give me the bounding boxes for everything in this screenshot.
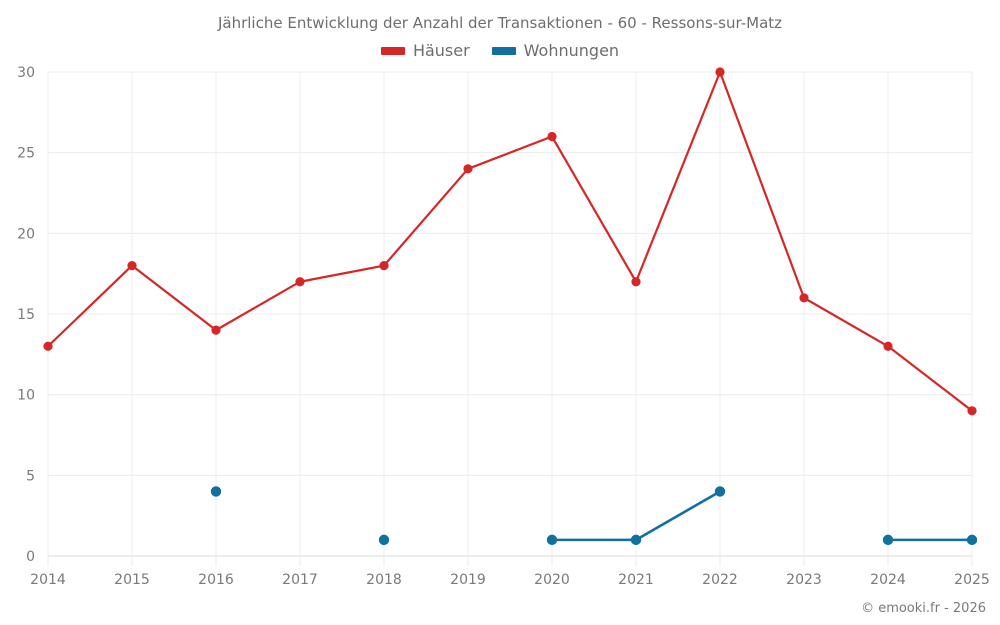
x-axis-tick-label: 2017 [282, 572, 318, 588]
data-point-huser[interactable] [127, 261, 137, 271]
legend-label-wohnungen: Wohnungen [523, 41, 620, 60]
data-point-huser[interactable] [547, 131, 557, 142]
data-point-huser[interactable] [379, 261, 389, 271]
legend-item-hauser[interactable]: Häuser [380, 41, 470, 60]
data-point-wohnungen[interactable] [630, 534, 642, 546]
data-point-huser[interactable] [295, 277, 305, 287]
data-point-wohnungen[interactable] [882, 534, 894, 546]
y-axis-tick-label: 15 [17, 307, 35, 323]
x-axis-tick-label: 2018 [366, 572, 402, 588]
data-point-huser[interactable] [211, 325, 221, 335]
x-axis-tick-label: 2022 [702, 572, 738, 588]
y-axis-tick-label: 0 [26, 549, 35, 565]
legend-swatch-wohnungen [491, 47, 516, 55]
x-axis-tick-label: 2014 [30, 572, 66, 588]
chart-legend: Häuser Wohnungen [0, 43, 1000, 59]
x-axis-tick-label: 2021 [618, 572, 654, 588]
x-axis-tick-label: 2023 [786, 572, 822, 588]
y-axis-tick-label: 10 [17, 388, 35, 404]
legend-item-wohnungen[interactable]: Wohnungen [491, 41, 620, 60]
data-point-wohnungen[interactable] [378, 534, 390, 546]
data-point-huser[interactable] [883, 341, 893, 351]
copyright-notice: © emooki.fr - 2026 [861, 601, 986, 616]
data-point-huser[interactable] [463, 164, 473, 174]
data-point-wohnungen[interactable] [714, 486, 726, 497]
x-axis-tick-label: 2016 [198, 572, 234, 588]
data-point-huser[interactable] [967, 406, 977, 416]
legend-label-hauser: Häuser [412, 41, 470, 60]
x-axis-tick-label: 2019 [450, 572, 486, 588]
x-axis-tick-label: 2015 [114, 572, 150, 588]
x-axis-tick-label: 2024 [870, 572, 906, 588]
data-point-huser[interactable] [43, 341, 53, 351]
chart-title: Jährliche Entwicklung der Anzahl der Tra… [217, 14, 783, 32]
y-axis-tick-label: 30 [17, 65, 35, 81]
data-point-huser[interactable] [631, 277, 641, 287]
y-axis-tick-label: 25 [17, 146, 35, 162]
y-axis-tick-label: 5 [26, 468, 35, 484]
data-point-wohnungen[interactable] [210, 486, 222, 497]
data-point-wohnungen[interactable] [966, 534, 978, 546]
x-axis-tick-label: 2025 [954, 572, 990, 588]
x-axis-tick-label: 2020 [534, 572, 570, 588]
data-point-wohnungen[interactable] [546, 534, 558, 546]
data-point-huser[interactable] [715, 67, 725, 77]
legend-swatch-hauser [380, 47, 405, 55]
y-axis-tick-label: 20 [17, 226, 35, 242]
data-point-huser[interactable] [799, 293, 809, 303]
series-line-huser [46, 70, 974, 412]
